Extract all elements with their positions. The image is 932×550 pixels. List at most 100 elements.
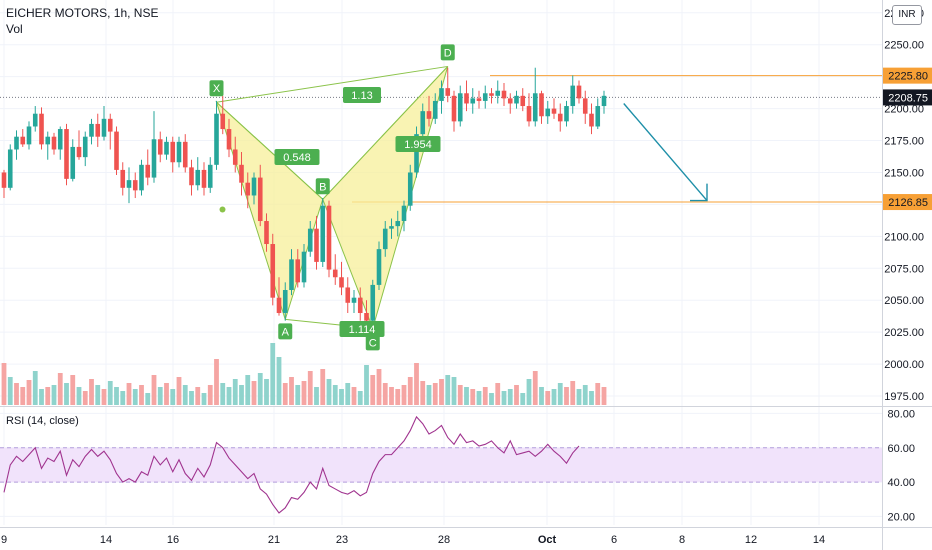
pattern-point-label: X: [213, 83, 221, 95]
volume-bar: [107, 381, 113, 405]
candle-body: [501, 90, 507, 99]
volume-bar: [82, 391, 88, 405]
volume-bar: [45, 387, 51, 405]
volume-bar: [370, 375, 376, 405]
candle-body: [20, 136, 26, 145]
time-tick-label: 28: [438, 534, 450, 546]
pattern-ratio-badge: [274, 149, 320, 165]
volume-bar: [214, 359, 219, 405]
volume-bar: [270, 343, 276, 405]
candle-body: [14, 136, 19, 150]
candle-body: [532, 93, 538, 122]
candle-body: [201, 169, 207, 188]
candle-body: [264, 221, 269, 245]
volume-bar: [182, 385, 188, 405]
rsi-tick-label: 20.00: [887, 511, 915, 523]
price-tag-label: 2126.85: [888, 197, 928, 209]
volume-bar: [151, 375, 157, 405]
price-tick-label: 1975.00: [884, 391, 924, 403]
time-tick-label: 14: [813, 534, 825, 546]
candle-body: [576, 85, 582, 99]
candle-body: [145, 164, 151, 178]
volume-bar: [351, 387, 357, 405]
price-tick-label: 2000.00: [884, 359, 924, 371]
candle-body: [301, 251, 307, 283]
volume-bar: [482, 387, 488, 405]
time-tick-label: Oct: [538, 534, 557, 546]
volume-bar: [470, 389, 476, 405]
volume-bar: [389, 387, 394, 405]
volume-bar: [432, 383, 438, 405]
candle-body: [482, 93, 488, 101]
candle-body: [207, 164, 213, 188]
price-tick-label: 2175.00: [884, 136, 924, 148]
pattern-ratio-line: [216, 65, 448, 103]
volume-bar: [426, 385, 432, 405]
candle-body: [570, 85, 576, 107]
candle-body: [270, 244, 276, 298]
candle-body: [464, 93, 469, 104]
time-tick-label: 14: [100, 534, 112, 546]
pattern-point-badge: [365, 334, 380, 351]
candle-body: [432, 100, 438, 119]
volume-bar: [439, 379, 444, 405]
candle-body: [507, 98, 513, 104]
volume-bar: [264, 379, 269, 405]
volume-bar: [576, 389, 582, 405]
volume-bar: [301, 381, 307, 405]
candle-body: [276, 297, 282, 314]
pattern-point-badge: [315, 178, 330, 195]
volume-bar: [501, 391, 507, 405]
volume-bar: [495, 383, 501, 405]
projection-arrow: [623, 103, 708, 202]
price-tag-label: 2208.75: [888, 92, 928, 104]
pattern-ratio-line: [322, 66, 449, 200]
rsi-tick-label: 80.00: [887, 408, 915, 420]
candle-body: [370, 284, 376, 321]
volume-bar: [489, 393, 494, 405]
price-tag: [883, 194, 932, 211]
candle-body: [7, 149, 13, 188]
candle-body: [445, 88, 451, 96]
volume-bar: [126, 383, 132, 405]
volume-bar: [557, 383, 563, 405]
candle-body: [314, 228, 319, 262]
candle-body: [357, 297, 363, 314]
time-tick-label: 6: [611, 534, 617, 546]
candle-body: [39, 113, 44, 145]
candle-body: [389, 226, 394, 229]
candle-body: [282, 290, 288, 314]
candle-body: [595, 106, 601, 127]
candle-body: [495, 90, 501, 96]
volume-bar: [95, 385, 101, 405]
pattern-point-badge: [209, 80, 224, 97]
volume-bar: [445, 375, 451, 405]
volume-bar: [407, 377, 413, 405]
rsi-label: RSI (14, close): [6, 415, 79, 427]
pattern-ratio-label: 1.114: [349, 324, 376, 336]
pattern-ratio-badge: [339, 321, 385, 337]
candle-body: [307, 228, 313, 252]
volume-bar: [7, 377, 13, 405]
currency-badge[interactable]: INR: [892, 5, 922, 25]
candle-body: [520, 95, 526, 107]
volume-bar: [532, 371, 538, 405]
pattern-marker-dot: [219, 206, 226, 213]
pattern-ratio-line: [216, 101, 324, 200]
candle-body: [189, 167, 194, 186]
price-tick-label: 2100.00: [884, 231, 924, 243]
pattern-ratio-label: 1.13: [351, 90, 372, 102]
volume-bar: [1, 363, 7, 405]
candle-body: [101, 118, 107, 137]
candle-body: [151, 139, 157, 178]
pattern-xab-triangle: [215, 100, 324, 322]
volume-label: Vol: [6, 22, 23, 36]
volume-bar: [201, 393, 207, 405]
price-tick-label: 2250.00: [884, 40, 924, 52]
candle-body: [332, 269, 338, 278]
candle-body: [251, 177, 257, 196]
volume-bar: [282, 383, 288, 405]
volume-bar: [507, 389, 513, 405]
volume-bar: [157, 387, 163, 405]
